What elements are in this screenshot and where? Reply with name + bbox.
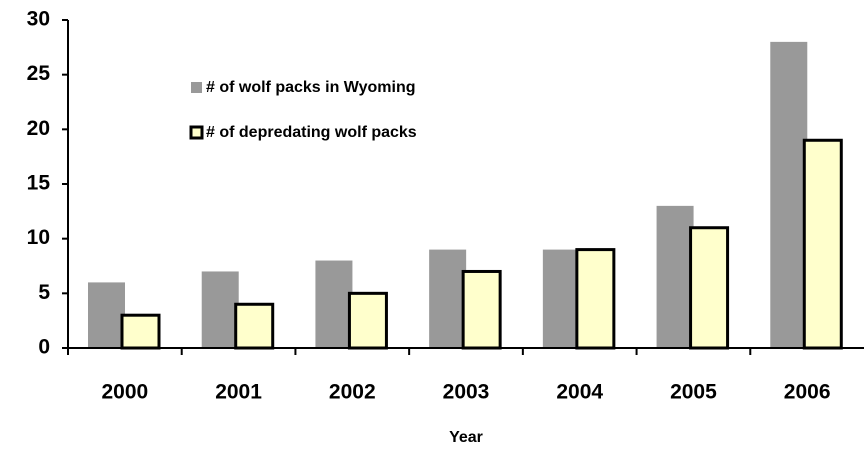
x-axis-label: Year	[449, 429, 483, 446]
legend-swatch	[189, 125, 204, 140]
legend-label: # of depredating wolf packs	[206, 124, 417, 141]
bar	[429, 249, 467, 348]
bar	[575, 248, 616, 350]
x-tick-label: 2006	[784, 381, 831, 404]
y-tick-label: 10	[27, 226, 50, 249]
x-tick-label: 2005	[670, 381, 717, 404]
legend-swatch	[191, 82, 202, 93]
bar	[689, 226, 730, 350]
x-tick-label: 2003	[443, 381, 490, 404]
y-tick-label: 25	[27, 62, 51, 85]
bar	[461, 269, 502, 350]
x-tick-label: 2004	[556, 381, 603, 404]
bar	[347, 291, 388, 350]
y-tick-label: 30	[27, 8, 50, 31]
y-tick-label: 5	[38, 281, 50, 304]
legend-label: # of wolf packs in Wyoming	[206, 79, 416, 96]
bar	[315, 260, 353, 348]
bar	[201, 271, 239, 348]
bar	[542, 249, 580, 348]
x-tick-label: 2001	[215, 381, 262, 404]
y-tick-label: 0	[38, 336, 50, 359]
x-tick-label: 2000	[101, 381, 148, 404]
bar	[656, 205, 694, 348]
bar	[770, 41, 808, 348]
bar	[234, 302, 275, 350]
y-tick-label: 15	[27, 172, 51, 195]
bar	[120, 313, 161, 350]
bar	[802, 138, 843, 350]
bar	[88, 282, 125, 348]
x-tick-label: 2002	[329, 381, 376, 404]
y-tick-label: 20	[27, 117, 50, 140]
